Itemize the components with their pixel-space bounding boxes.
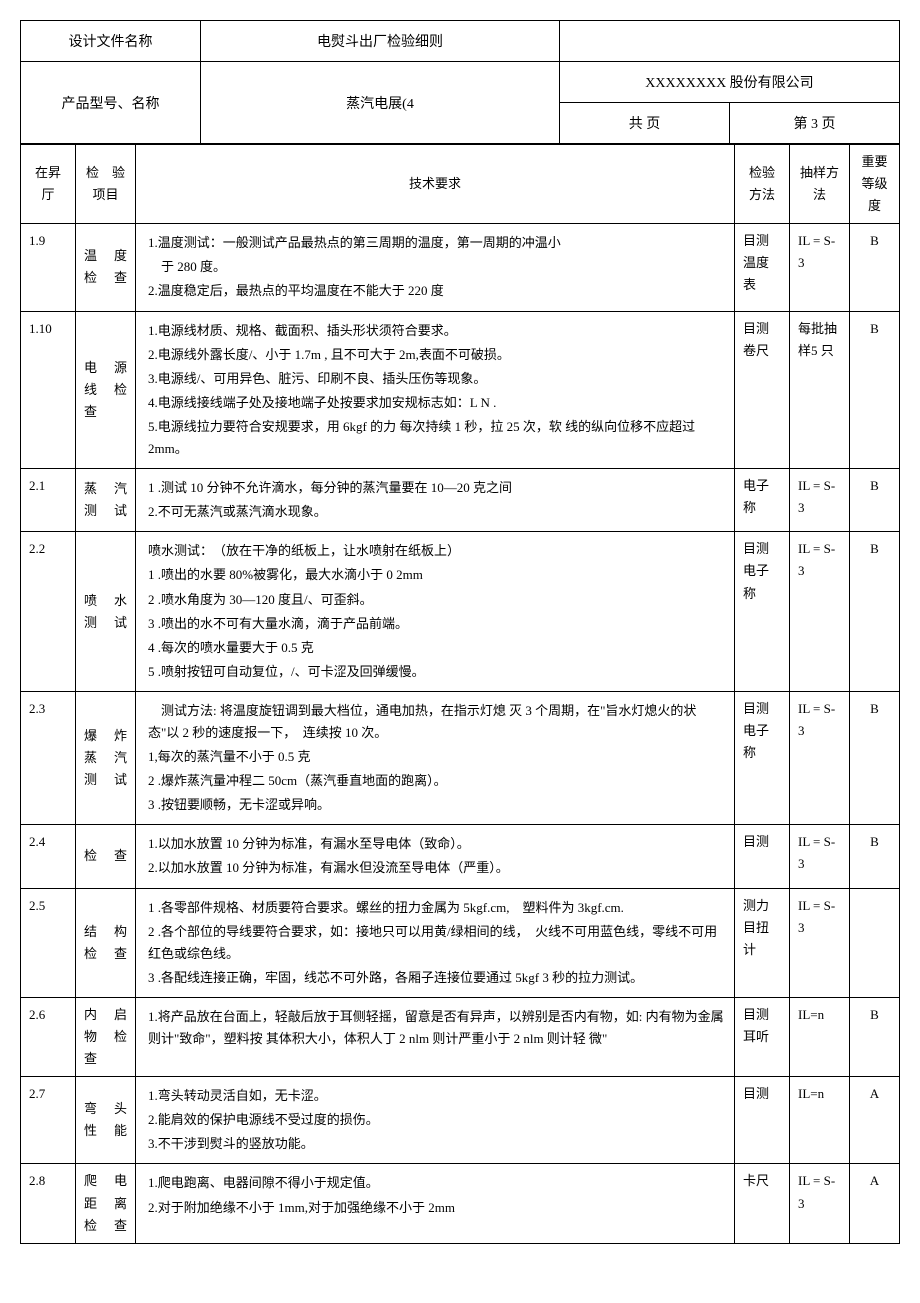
importance-grade: B <box>850 469 900 532</box>
importance-grade: B <box>850 691 900 824</box>
inspection-method: 目测电子称 <box>735 691 790 824</box>
inspection-method: 目测 <box>735 825 790 888</box>
row-number: 2.8 <box>21 1164 76 1243</box>
inspection-item: 喷 水测试 <box>76 532 136 692</box>
technical-requirement: 1.电源线材质、规格、截面积、插头形状须符合要求。2.电源线外露长度/、小于 1… <box>136 311 735 469</box>
col-sample: 抽样方法 <box>790 145 850 224</box>
col-req: 技术要求 <box>136 145 735 224</box>
inspection-method: 目测温度表 <box>735 224 790 311</box>
sampling-method: IL = S-3 <box>790 691 850 824</box>
row-number: 2.3 <box>21 691 76 824</box>
inspection-method: 卡尺 <box>735 1164 790 1243</box>
sampling-method: IL = S-3 <box>790 888 850 997</box>
technical-requirement: 1 .测试 10 分钟不允许滴水，每分钟的蒸汽量要在 10—20 克之间2.不可… <box>136 469 735 532</box>
col-method: 检验方法 <box>735 145 790 224</box>
technical-requirement: 1.温度测试：一般测试产品最热点的第三周期的温度，第一周期的冲温小 于 280 … <box>136 224 735 311</box>
table-row: 1.10电 源线 检查1.电源线材质、规格、截面积、插头形状须符合要求。2.电源… <box>21 311 900 469</box>
inspection-method: 目测卷尺 <box>735 311 790 469</box>
inspection-item: 爬 电距 离检查 <box>76 1164 136 1243</box>
row-number: 2.1 <box>21 469 76 532</box>
sampling-method: IL = S-3 <box>790 224 850 311</box>
col-seq: 在昇 厅 <box>21 145 76 224</box>
inspection-method: 目测电子称 <box>735 532 790 692</box>
table-row: 2.4检查1.以加水放置 10 分钟为标准，有漏水至导电体（致命）。2.以加水放… <box>21 825 900 888</box>
inspection-item: 弯 头性能 <box>76 1077 136 1164</box>
table-row: 2.3爆 炸蒸 汽测试 测试方法: 将温度旋钮调到最大档位，通电加热，在指示灯熄… <box>21 691 900 824</box>
row-number: 2.7 <box>21 1077 76 1164</box>
sampling-method: 每批抽样5 只 <box>790 311 850 469</box>
importance-grade: A <box>850 1077 900 1164</box>
table-row: 2.1蒸 汽测试1 .测试 10 分钟不允许滴水，每分钟的蒸汽量要在 10—20… <box>21 469 900 532</box>
inspection-item: 结 构检查 <box>76 888 136 997</box>
column-header-row: 在昇 厅 检 验项目 技术要求 检验方法 抽样方法 重要等级度 <box>21 145 900 224</box>
inspection-item: 爆 炸蒸 汽测试 <box>76 691 136 824</box>
inspection-item: 温 度检查 <box>76 224 136 311</box>
inspection-item: 蒸 汽测试 <box>76 469 136 532</box>
importance-grade: B <box>850 825 900 888</box>
inspection-method: 目测耳听 <box>735 997 790 1076</box>
table-row: 2.5结 构检查1 .各零部件规格、材质要符合要求。螺丝的扭力金属为 5kgf.… <box>21 888 900 997</box>
table-row: 2.7弯 头性能1.弯头转动灵活自如，无卡涩。2.能肩效的保护电源线不受过度的损… <box>21 1077 900 1164</box>
table-row: 2.2喷 水测试喷水测试： （放在干净的纸板上，让水喷射在纸板上）1 .喷出的水… <box>21 532 900 692</box>
table-row: 2.6内 启物 检查1.将产品放在台面上，轻敲后放于耳侧轻摇，留意是否有异声，以… <box>21 997 900 1076</box>
total-pages: 共 页 <box>560 103 730 143</box>
header-table: 设计文件名称 电熨斗出厂检验细则 产品型号、名称 蒸汽电展(4 XXXXXXXX… <box>20 20 900 144</box>
importance-grade: B <box>850 224 900 311</box>
table-row: 2.8爬 电距 离检查1.爬电跑离、电器间隙不得小于规定值。2.对于附加绝缘不小… <box>21 1164 900 1243</box>
doc-name-value: 电熨斗出厂检验细则 <box>201 21 560 62</box>
col-grade: 重要等级度 <box>850 145 900 224</box>
page-number: 第 3 页 <box>730 103 900 143</box>
technical-requirement: 1 .各零部件规格、材质要符合要求。螺丝的扭力金属为 5kgf.cm, 塑料件为… <box>136 888 735 997</box>
row-number: 2.5 <box>21 888 76 997</box>
product-value: 蒸汽电展(4 <box>201 62 560 144</box>
sampling-method: IL = S-3 <box>790 825 850 888</box>
technical-requirement: 1.以加水放置 10 分钟为标准，有漏水至导电体（致命）。2.以加水放置 10 … <box>136 825 735 888</box>
col-item: 检 验项目 <box>76 145 136 224</box>
sampling-method: IL=n <box>790 1077 850 1164</box>
technical-requirement: 1.将产品放在台面上，轻敲后放于耳侧轻摇，留意是否有异声，以辨别是否内有物，如:… <box>136 997 735 1076</box>
sampling-method: IL = S-3 <box>790 532 850 692</box>
technical-requirement: 1.爬电跑离、电器间隙不得小于规定值。2.对于附加绝缘不小于 1mm,对于加强绝… <box>136 1164 735 1243</box>
inspection-item: 检查 <box>76 825 136 888</box>
row-number: 2.4 <box>21 825 76 888</box>
table-row: 1.9温 度检查1.温度测试：一般测试产品最热点的第三周期的温度，第一周期的冲温… <box>21 224 900 311</box>
doc-name-label: 设计文件名称 <box>21 21 201 62</box>
inspection-item: 内 启物 检查 <box>76 997 136 1076</box>
technical-requirement: 1.弯头转动灵活自如，无卡涩。2.能肩效的保护电源线不受过度的损伤。3.不干涉到… <box>136 1077 735 1164</box>
sampling-method: IL = S-3 <box>790 469 850 532</box>
importance-grade: B <box>850 311 900 469</box>
inspection-method: 目测 <box>735 1077 790 1164</box>
importance-grade: B <box>850 997 900 1076</box>
importance-grade: A <box>850 1164 900 1243</box>
sampling-method: IL=n <box>790 997 850 1076</box>
row-number: 1.10 <box>21 311 76 469</box>
row-number: 2.2 <box>21 532 76 692</box>
sampling-method: IL = S-3 <box>790 1164 850 1243</box>
content-table: 在昇 厅 检 验项目 技术要求 检验方法 抽样方法 重要等级度 1.9温 度检查… <box>20 144 900 1244</box>
inspection-item: 电 源线 检查 <box>76 311 136 469</box>
inspection-method: 电子称 <box>735 469 790 532</box>
inspection-method: 测力目扭计 <box>735 888 790 997</box>
importance-grade <box>850 888 900 997</box>
importance-grade: B <box>850 532 900 692</box>
row-number: 2.6 <box>21 997 76 1076</box>
product-label: 产品型号、名称 <box>21 62 201 144</box>
row-number: 1.9 <box>21 224 76 311</box>
technical-requirement: 测试方法: 将温度旋钮调到最大档位，通电加热，在指示灯熄 灭 3 个周期，在"旨… <box>136 691 735 824</box>
technical-requirement: 喷水测试： （放在干净的纸板上，让水喷射在纸板上）1 .喷出的水要 80%被雾化… <box>136 532 735 692</box>
company-name: XXXXXXXX 股份有限公司 <box>560 62 900 103</box>
